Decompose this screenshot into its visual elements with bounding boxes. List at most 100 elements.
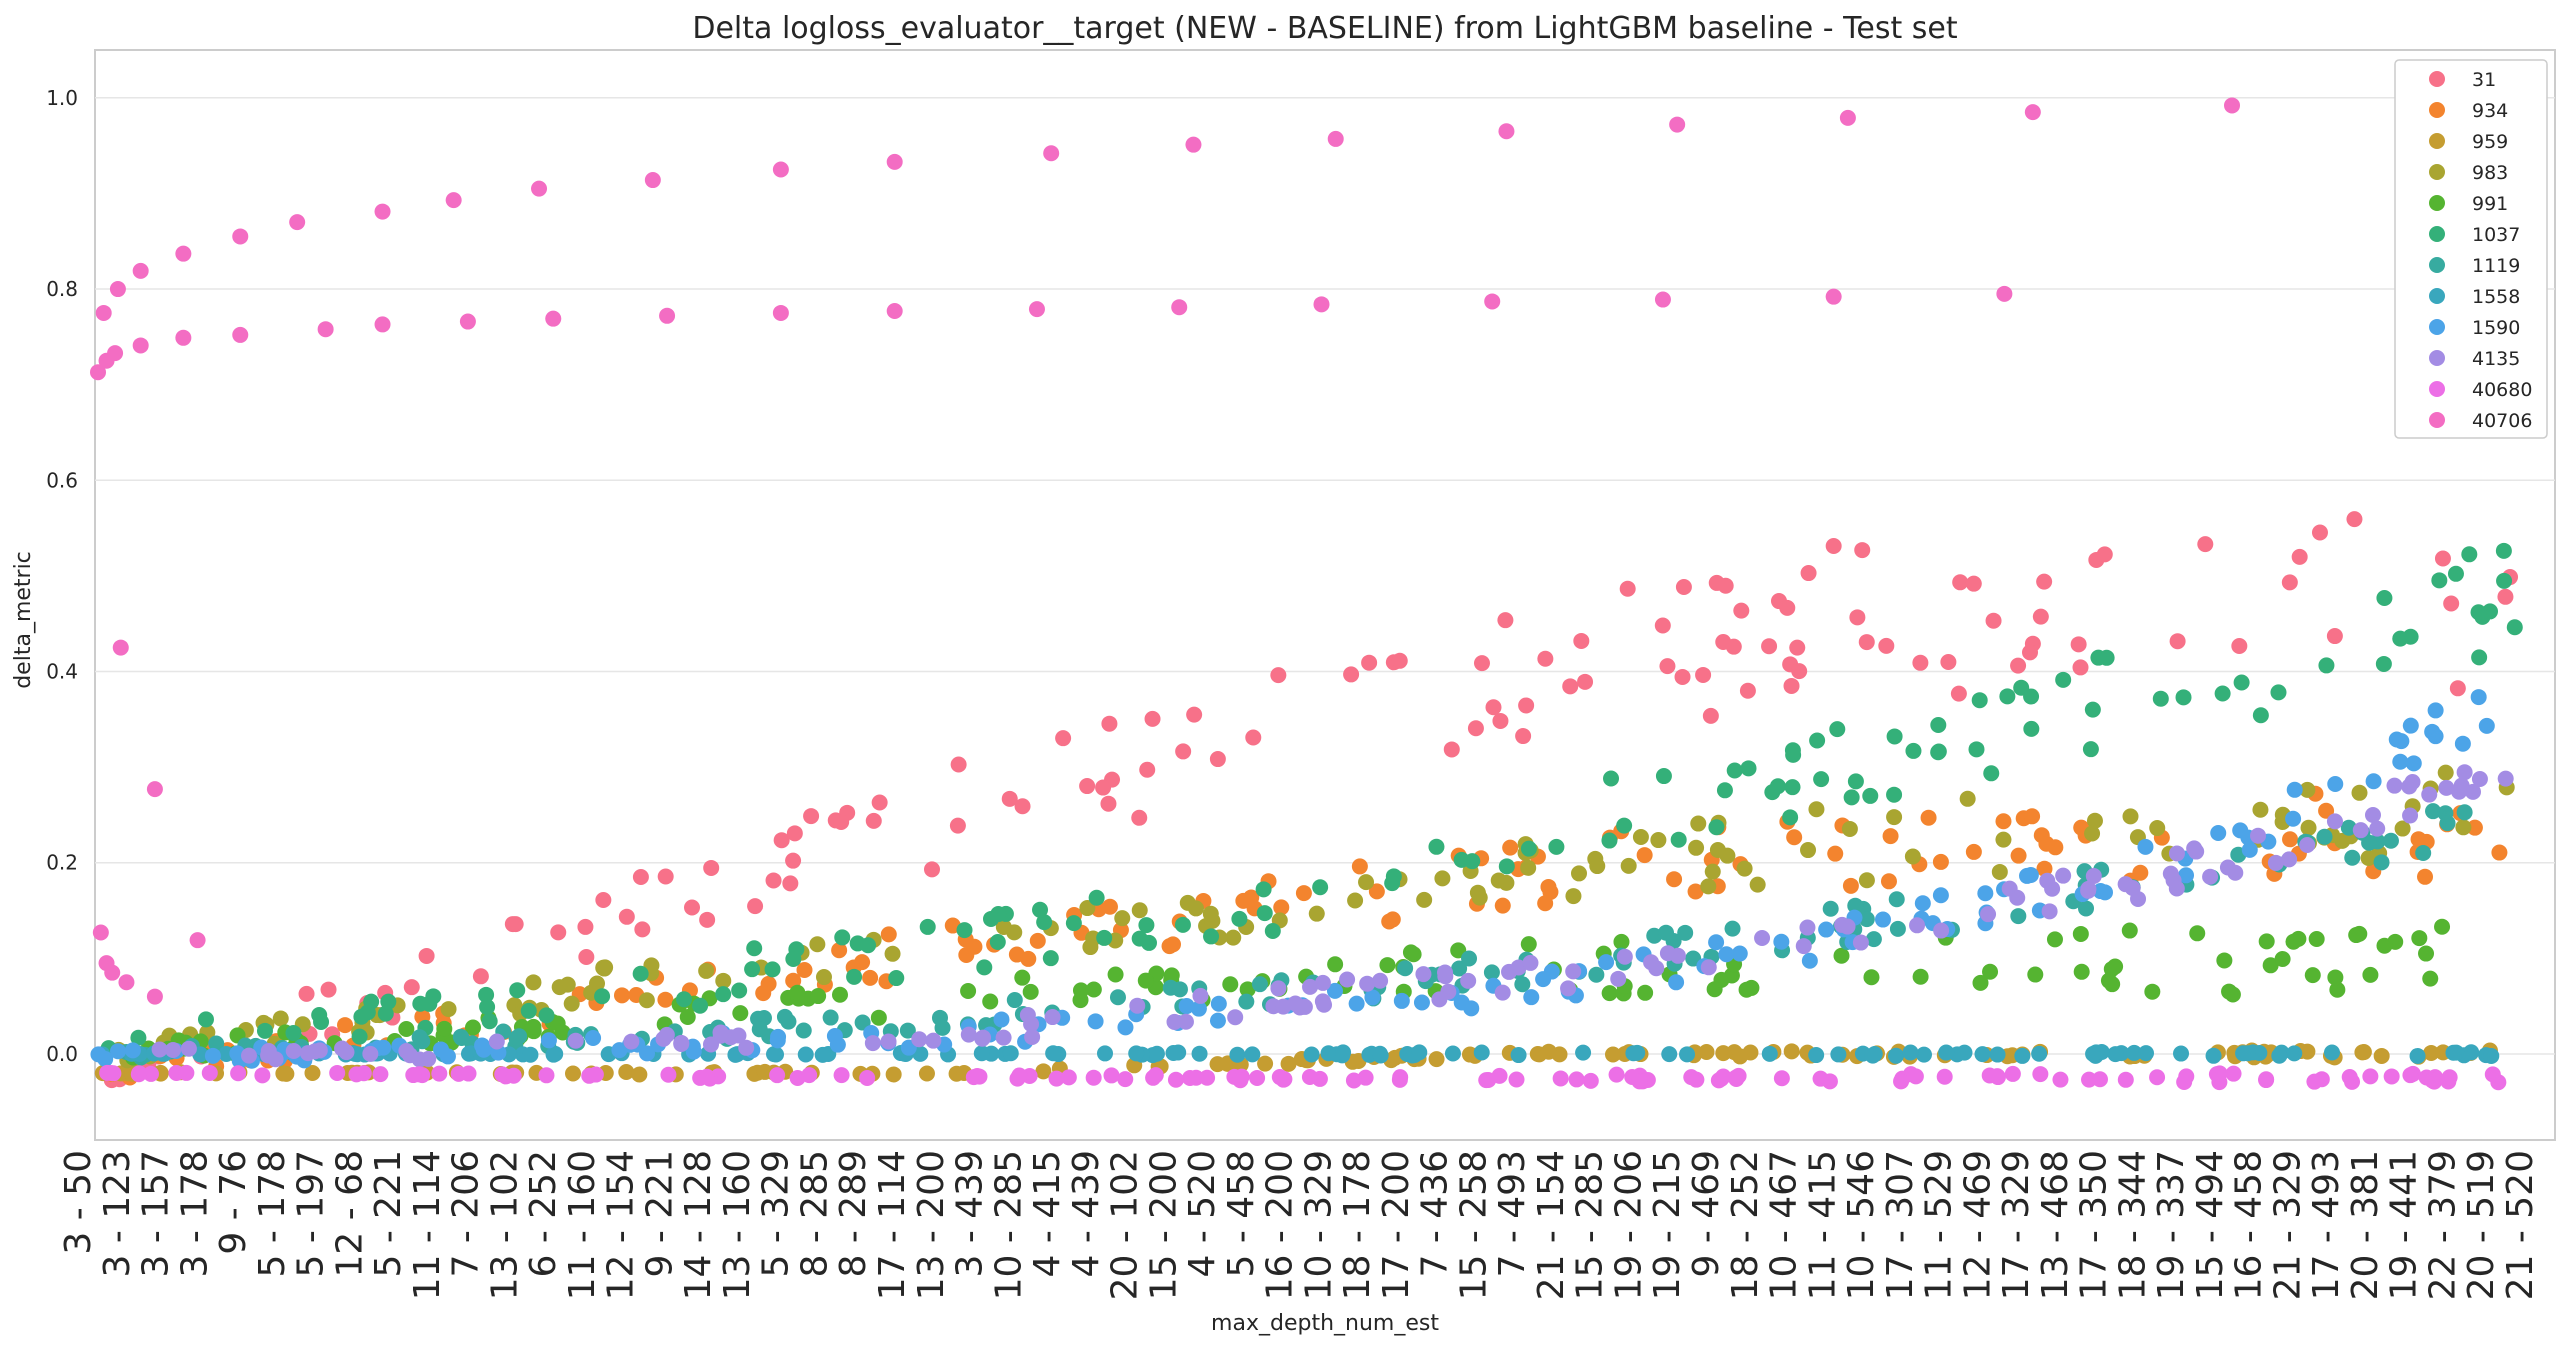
x-tick-label: 13 - 468	[2035, 1150, 2076, 1300]
data-point	[2107, 1046, 2124, 1063]
data-point	[1754, 929, 1771, 946]
data-point	[638, 992, 655, 1009]
data-point	[2036, 573, 2053, 590]
data-point	[1995, 831, 2012, 848]
data-point	[1020, 950, 1037, 967]
data-point	[1415, 966, 1432, 983]
data-point	[1888, 1047, 1905, 1064]
data-point	[2376, 937, 2393, 954]
data-point	[2097, 884, 2114, 901]
data-point	[655, 1030, 672, 1047]
data-point	[2072, 925, 2089, 942]
data-point	[1552, 1070, 1569, 1087]
data-point	[1095, 779, 1112, 796]
data-point	[2341, 1068, 2358, 1085]
data-point	[1174, 916, 1191, 933]
data-point	[2149, 1069, 2166, 1086]
data-point	[538, 1007, 555, 1024]
data-point	[782, 875, 799, 892]
data-point	[1996, 285, 2013, 302]
data-point	[2267, 854, 2284, 871]
data-point	[2448, 1044, 2465, 1061]
data-point	[982, 993, 999, 1010]
data-point	[1295, 885, 1312, 902]
data-point	[692, 997, 709, 1014]
data-point	[801, 1067, 818, 1084]
data-point	[2010, 908, 2027, 925]
data-point	[1688, 1071, 1705, 1088]
data-point	[2411, 930, 2428, 947]
data-point	[1296, 998, 1313, 1015]
data-point	[1361, 1046, 1378, 1063]
data-point	[1177, 1013, 1194, 1030]
data-point	[1103, 1067, 1120, 1084]
data-point	[2326, 813, 2343, 830]
data-point	[1800, 842, 1817, 859]
data-point	[1028, 301, 1045, 318]
data-point	[2409, 1048, 2426, 1064]
data-point	[2340, 819, 2357, 836]
data-point	[1972, 974, 1989, 991]
data-point	[130, 1029, 147, 1046]
data-point	[832, 986, 849, 1003]
data-point	[1610, 970, 1627, 987]
data-point	[2036, 860, 2053, 877]
data-point	[1235, 892, 1252, 909]
data-point	[1079, 900, 1096, 917]
data-point	[1032, 901, 1049, 918]
data-point	[2072, 659, 2089, 676]
x-tick-label: 4 - 520	[1182, 1150, 1223, 1278]
data-point	[2252, 707, 2269, 724]
data-point	[732, 1005, 749, 1022]
data-point	[2144, 983, 2161, 1000]
data-point	[768, 1046, 785, 1063]
data-point	[2424, 723, 2441, 740]
data-point	[1670, 831, 1687, 848]
data-point	[2168, 845, 2185, 862]
data-point	[1761, 638, 1778, 655]
data-point	[2300, 819, 2317, 836]
data-point	[2149, 820, 2166, 837]
data-point	[1392, 1069, 1409, 1086]
data-point	[1865, 931, 1882, 948]
data-point	[2014, 1047, 2031, 1064]
data-point	[886, 153, 903, 170]
data-point	[747, 898, 764, 915]
data-point	[1818, 921, 1835, 938]
legend-marker	[2429, 71, 2445, 87]
data-point	[1616, 817, 1633, 834]
data-point	[2232, 822, 2249, 839]
data-point	[2241, 841, 2258, 858]
data-point	[1912, 654, 1929, 671]
data-point	[797, 1046, 814, 1063]
data-point	[1229, 1046, 1246, 1063]
data-point	[969, 1068, 986, 1085]
x-tick-label: 19 - 441	[2384, 1150, 2425, 1300]
data-point	[1813, 771, 1830, 788]
legend-label: 31	[2472, 69, 2496, 91]
data-point	[859, 1070, 876, 1087]
data-point	[1598, 954, 1615, 971]
data-point	[2285, 933, 2302, 950]
data-point	[2392, 630, 2409, 647]
data-point	[2454, 735, 2471, 752]
data-point	[2137, 838, 2154, 855]
data-point	[1882, 828, 1899, 845]
data-point	[1674, 668, 1691, 685]
data-point	[1199, 1069, 1216, 1086]
data-point	[2361, 834, 2378, 851]
data-point	[1886, 728, 1903, 745]
x-tick-label: 10 - 546	[1841, 1150, 1882, 1300]
data-point	[2437, 764, 2454, 781]
data-point	[2188, 843, 2205, 860]
data-point	[1560, 980, 1577, 997]
data-point	[2470, 689, 2487, 706]
data-point	[1232, 1072, 1249, 1089]
x-tick-label: 9 - 469	[1686, 1150, 1727, 1278]
data-point	[374, 316, 391, 333]
data-point	[2070, 636, 2087, 653]
data-point	[1327, 956, 1344, 973]
data-point	[504, 916, 521, 933]
data-point	[2091, 1071, 2108, 1088]
